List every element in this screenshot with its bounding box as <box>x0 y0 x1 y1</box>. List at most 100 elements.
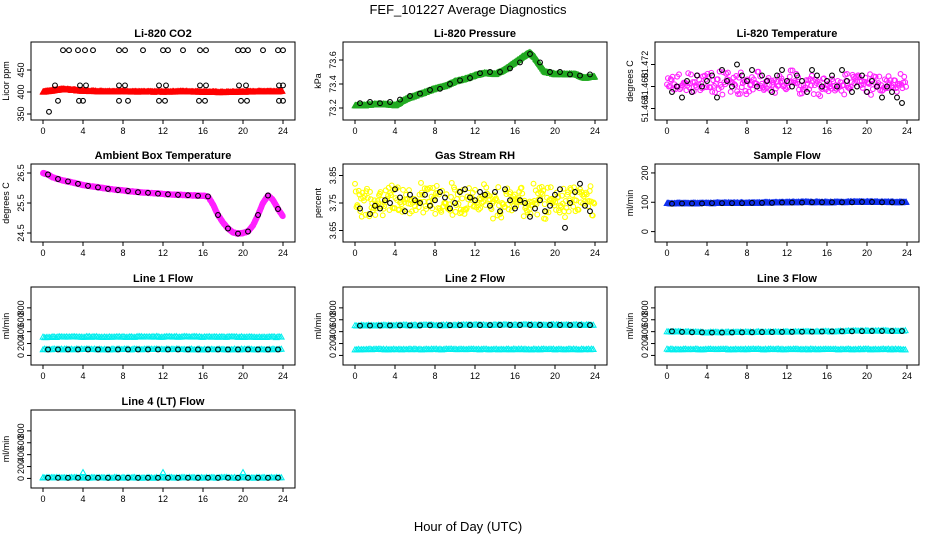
data-point <box>552 191 558 198</box>
data-point <box>517 59 523 66</box>
data-point <box>884 83 890 90</box>
data-point <box>448 179 455 186</box>
data-point <box>719 67 725 73</box>
x-tick-label: 20 <box>238 126 248 136</box>
x-tick-label: 24 <box>278 126 288 136</box>
data-point <box>437 85 443 92</box>
x-tick-label: 20 <box>550 126 560 136</box>
x-tick-label: 0 <box>40 371 45 381</box>
x-tick-label: 12 <box>158 126 168 136</box>
data-point <box>864 89 870 95</box>
data-point <box>243 82 249 89</box>
data-point <box>799 328 805 335</box>
data-point <box>557 322 563 328</box>
x-tick-label: 4 <box>704 248 709 258</box>
data-point <box>433 182 440 189</box>
data-point <box>567 200 573 206</box>
x-tick-label: 0 <box>40 494 45 504</box>
data-point <box>544 184 551 191</box>
x-tick-label: 16 <box>822 126 832 136</box>
data-point <box>493 345 501 352</box>
data-point <box>727 88 734 95</box>
x-tick-label: 8 <box>744 371 749 381</box>
data-point <box>723 345 731 352</box>
data-point <box>889 328 895 335</box>
x-tick-label: 0 <box>664 248 669 258</box>
x-tick-label: 4 <box>80 126 85 136</box>
data-point <box>734 61 740 68</box>
data-point <box>423 206 430 212</box>
data-point <box>65 346 71 353</box>
data-point <box>55 474 61 481</box>
data-point <box>115 187 121 194</box>
data-point <box>562 224 568 231</box>
y-axis-label: degrees C <box>625 60 635 102</box>
data-point <box>155 474 161 481</box>
data-point <box>859 328 865 335</box>
data-point <box>819 83 825 90</box>
data-point <box>457 322 463 329</box>
y-tick-label: 450 <box>16 62 26 77</box>
data-point <box>811 345 819 352</box>
data-point <box>729 329 735 336</box>
y-tick-label: 200 <box>16 459 26 474</box>
data-point <box>814 72 820 79</box>
data-point <box>235 474 241 481</box>
data-point <box>172 332 180 340</box>
data-point <box>203 47 209 54</box>
y-axis-label: ml/min <box>1 313 11 340</box>
x-tick-label: 12 <box>782 371 792 381</box>
series-a <box>39 473 285 481</box>
data-point <box>709 200 715 207</box>
x-tick-label: 16 <box>822 248 832 258</box>
data-point <box>427 185 433 191</box>
data-point <box>436 345 444 352</box>
data-point <box>145 189 151 196</box>
data-point <box>105 474 111 481</box>
data-point <box>125 474 131 481</box>
data-point <box>155 346 161 353</box>
x-tick-label: 24 <box>902 371 912 381</box>
data-point <box>819 328 825 335</box>
data-point <box>507 322 513 328</box>
data-point <box>689 89 695 95</box>
data-point <box>589 212 596 219</box>
data-point <box>387 99 393 105</box>
data-point <box>560 185 567 192</box>
series-outliers-high <box>60 47 286 54</box>
data-point <box>840 82 847 89</box>
data-point <box>587 208 593 215</box>
data-point <box>759 329 765 336</box>
data-point <box>86 332 94 340</box>
data-point <box>585 203 592 210</box>
data-point <box>719 200 725 207</box>
data-point <box>125 97 131 104</box>
data-point <box>504 345 512 352</box>
data-point <box>195 192 201 199</box>
data-point <box>477 322 483 329</box>
y-tick-label: 51.464 <box>640 95 650 123</box>
data-point <box>724 78 730 84</box>
data-point <box>476 320 484 328</box>
data-point <box>437 322 443 329</box>
y-axis-label: degrees C <box>1 182 11 224</box>
data-point <box>420 209 427 216</box>
data-point <box>889 199 895 206</box>
panel-title: Line 2 Flow <box>445 273 505 285</box>
series-b <box>351 345 597 353</box>
data-point <box>547 202 553 209</box>
data-point <box>240 47 246 54</box>
data-point <box>557 69 563 75</box>
data-point <box>839 199 845 206</box>
series-avg <box>669 199 905 207</box>
data-point <box>105 346 111 353</box>
data-point <box>844 70 850 77</box>
data-point <box>849 89 855 95</box>
data-point <box>527 322 533 328</box>
data-point <box>532 205 538 212</box>
data-point <box>547 69 553 75</box>
data-point <box>483 184 490 191</box>
data-point <box>577 180 583 187</box>
data-point <box>799 199 805 206</box>
